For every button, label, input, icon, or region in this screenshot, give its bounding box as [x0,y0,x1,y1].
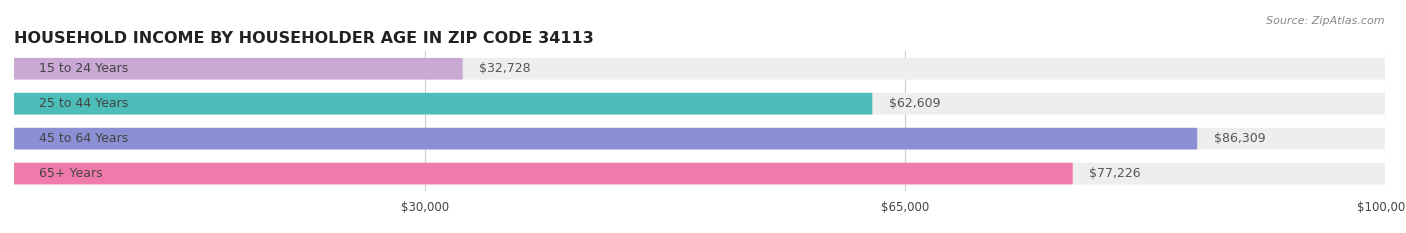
Text: 65+ Years: 65+ Years [39,167,103,180]
FancyBboxPatch shape [14,93,872,115]
FancyBboxPatch shape [14,93,1385,115]
Text: $62,609: $62,609 [889,97,941,110]
FancyBboxPatch shape [14,58,463,80]
Text: $77,226: $77,226 [1090,167,1140,180]
Text: 25 to 44 Years: 25 to 44 Years [39,97,128,110]
Text: 15 to 24 Years: 15 to 24 Years [39,62,128,75]
Text: $86,309: $86,309 [1213,132,1265,145]
FancyBboxPatch shape [14,128,1198,150]
Text: $32,728: $32,728 [479,62,531,75]
Text: HOUSEHOLD INCOME BY HOUSEHOLDER AGE IN ZIP CODE 34113: HOUSEHOLD INCOME BY HOUSEHOLDER AGE IN Z… [14,31,593,46]
Text: Source: ZipAtlas.com: Source: ZipAtlas.com [1267,16,1385,26]
FancyBboxPatch shape [14,128,1385,150]
Text: 45 to 64 Years: 45 to 64 Years [39,132,128,145]
FancyBboxPatch shape [14,163,1385,185]
FancyBboxPatch shape [14,58,1385,80]
FancyBboxPatch shape [14,163,1073,185]
